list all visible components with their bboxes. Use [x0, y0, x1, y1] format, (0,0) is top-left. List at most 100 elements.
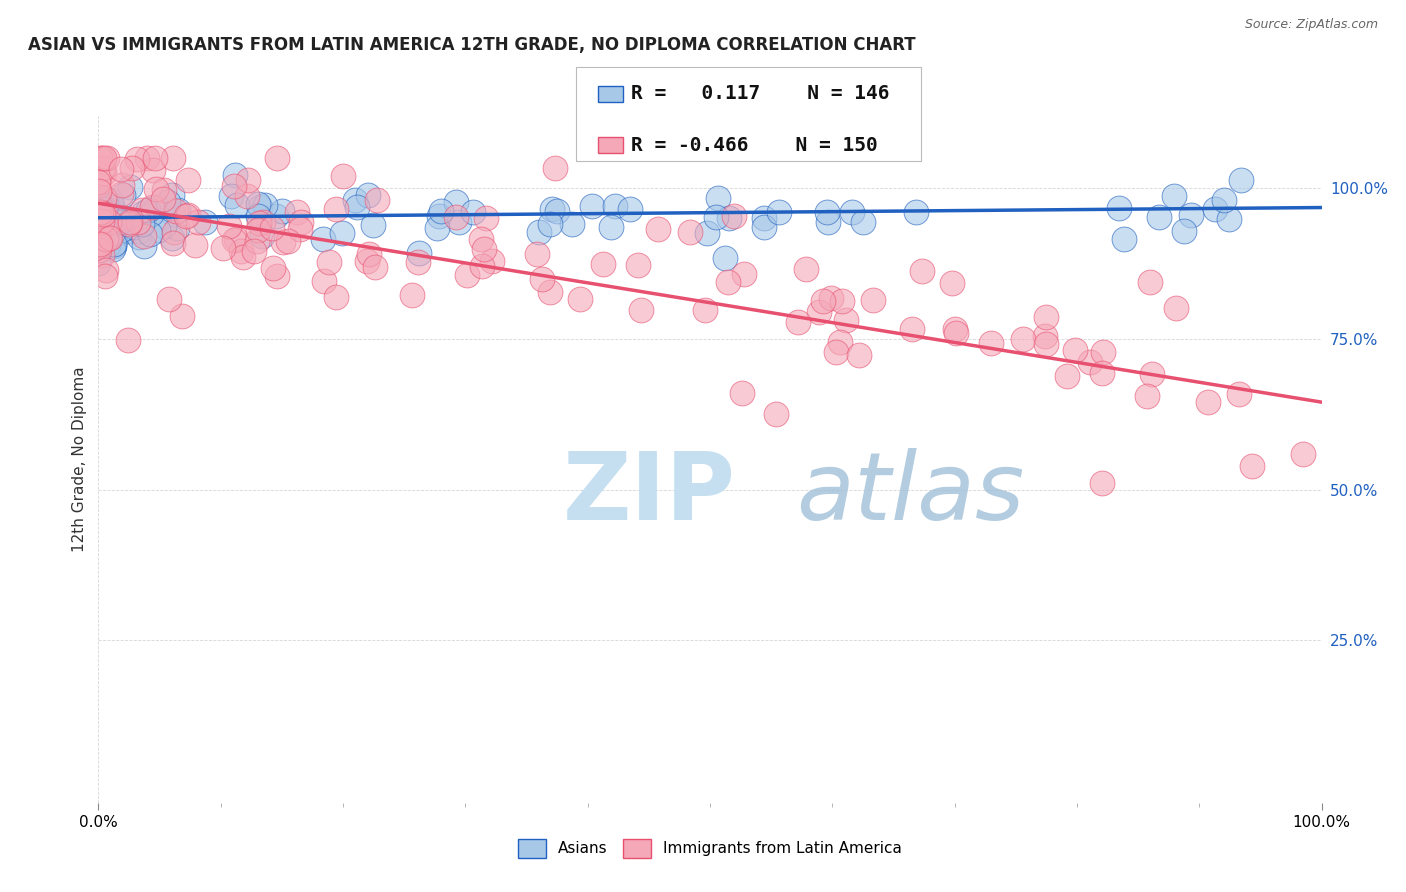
Point — [249, 200, 271, 214]
Point — [820, 291, 842, 305]
Point — [135, 151, 157, 165]
Point — [288, 222, 311, 236]
Point — [87, 239, 110, 253]
Point — [87, 209, 110, 223]
Point — [110, 187, 132, 202]
Point — [94, 202, 117, 217]
Point — [91, 161, 114, 176]
Point — [472, 242, 495, 256]
Point — [312, 232, 335, 246]
Point — [346, 200, 368, 214]
Point — [87, 214, 110, 228]
Point — [787, 315, 810, 329]
Point — [266, 268, 288, 283]
Point — [122, 220, 145, 235]
Point — [87, 206, 110, 220]
Point — [1204, 202, 1226, 216]
Point — [162, 206, 184, 220]
Point — [225, 232, 247, 246]
Point — [117, 334, 139, 348]
Point — [1173, 224, 1195, 238]
Point — [527, 225, 550, 239]
Point — [717, 275, 740, 289]
Point — [194, 215, 217, 229]
Point — [142, 163, 165, 178]
Point — [1078, 355, 1101, 369]
Point — [211, 241, 233, 255]
Point — [166, 202, 188, 217]
Point — [1136, 389, 1159, 403]
Point — [159, 292, 181, 306]
Point — [266, 151, 288, 165]
Point — [103, 225, 125, 239]
Point — [87, 217, 110, 231]
Point — [1091, 475, 1114, 490]
Point — [132, 206, 155, 220]
Point — [165, 203, 187, 218]
Point — [153, 183, 176, 197]
Point — [592, 257, 614, 271]
Point — [143, 151, 166, 165]
Point — [461, 204, 484, 219]
Point — [87, 197, 110, 211]
Point — [1149, 210, 1171, 224]
Point — [163, 225, 186, 239]
Point — [96, 221, 118, 235]
Point — [1108, 201, 1130, 215]
Point — [794, 261, 817, 276]
Point — [101, 242, 124, 256]
Point — [581, 199, 603, 213]
Legend: Asians, Immigrants from Latin America: Asians, Immigrants from Latin America — [512, 833, 908, 863]
Point — [117, 223, 139, 237]
Point — [90, 216, 112, 230]
Point — [219, 188, 242, 202]
Point — [174, 210, 197, 224]
Point — [90, 248, 112, 262]
Point — [723, 209, 745, 223]
Point — [530, 272, 553, 286]
Point — [862, 293, 884, 307]
Point — [290, 215, 312, 229]
Point — [481, 253, 503, 268]
Point — [94, 263, 117, 277]
Point — [366, 193, 388, 207]
Point — [262, 220, 284, 235]
Point — [752, 211, 775, 225]
Point — [87, 226, 110, 240]
Point — [603, 199, 626, 213]
Point — [277, 235, 299, 249]
Point — [526, 247, 548, 261]
Point — [561, 217, 583, 231]
Point — [312, 274, 335, 288]
Point — [1197, 394, 1219, 409]
Point — [89, 236, 111, 251]
Point — [1142, 367, 1164, 381]
Point — [246, 223, 269, 237]
Point — [835, 313, 858, 327]
Point — [87, 228, 110, 243]
Point — [94, 232, 117, 246]
Point — [96, 151, 118, 165]
Point — [325, 202, 347, 216]
Point — [1164, 301, 1187, 316]
Point — [87, 175, 110, 189]
Point — [97, 237, 120, 252]
Point — [186, 215, 208, 229]
Point — [246, 197, 269, 211]
Point — [752, 220, 775, 235]
Point — [980, 335, 1002, 350]
Point — [270, 204, 292, 219]
Point — [87, 204, 110, 219]
Point — [941, 277, 963, 291]
Point — [122, 217, 145, 231]
Point — [1091, 345, 1114, 359]
Point — [141, 201, 163, 215]
Point — [1163, 189, 1185, 203]
Point — [103, 203, 125, 218]
Point — [247, 216, 270, 230]
Point — [89, 204, 111, 219]
Point — [90, 208, 112, 222]
Point — [105, 213, 128, 227]
Point — [357, 188, 380, 202]
Point — [232, 250, 254, 264]
